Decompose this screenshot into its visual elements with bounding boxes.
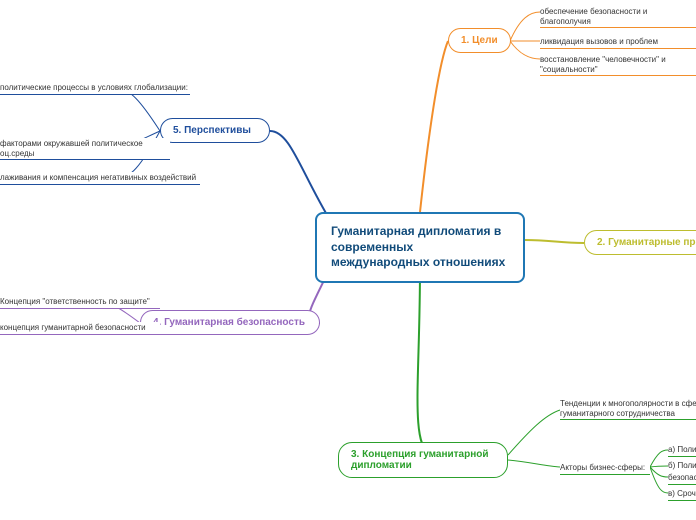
edge [120,89,160,131]
leaf-b3-3[interactable]: б) Полит... [668,460,696,473]
leaf-b3-5[interactable]: в) Срочн... [668,488,696,501]
edge [508,410,560,455]
leaf-b3-2[interactable]: а) Полит... [668,444,696,457]
central-topic[interactable]: Гуманитарная дипломатия в современных ме… [315,212,525,283]
branch-b4[interactable]: 4. Гуманитарная безопасность [140,310,320,335]
edge [270,131,330,220]
edge [510,41,540,59]
branch-b1[interactable]: 1. Цели [448,28,511,53]
edge [510,12,540,41]
branch-b3[interactable]: 3. Концепция гуманитарной дипломатии [338,442,508,478]
leaf-b3-4[interactable]: безопасн... [668,472,696,485]
branch-b2[interactable]: 2. Гуманитарные проблемы и вызовы [584,230,696,255]
leaf-b1-0[interactable]: обеспечение безопасности и благополучия [540,6,696,28]
leaf-b3-0[interactable]: Тенденции к многополярности в сфере гума… [560,398,696,420]
leaf-b5-1[interactable]: факторами окружавшей политическое оц.сре… [0,138,170,160]
edge [650,466,668,467]
branch-b5[interactable]: 5. Перспективы [160,118,270,143]
edge [508,460,560,467]
leaf-b1-2[interactable]: восстановление "человечности" и "социаль… [540,54,696,76]
leaf-b3-1[interactable]: Акторы бизнес-сферы: [560,462,650,475]
edge [650,450,668,467]
edge [418,268,431,455]
leaf-b5-2[interactable]: лаживания и компенсация негативиных возд… [0,172,200,185]
edge [525,240,584,243]
leaf-b1-1[interactable]: ликвидация вызовов и проблем [540,36,696,49]
leaf-b5-0[interactable]: политические процессы в условиях глобали… [0,82,190,95]
leaf-b4-1[interactable]: концепция гуманитарной безопасности [0,322,160,335]
edge [650,467,668,493]
edge [420,41,448,212]
leaf-b4-0[interactable]: Концепция "ответственность по защите" [0,296,160,309]
